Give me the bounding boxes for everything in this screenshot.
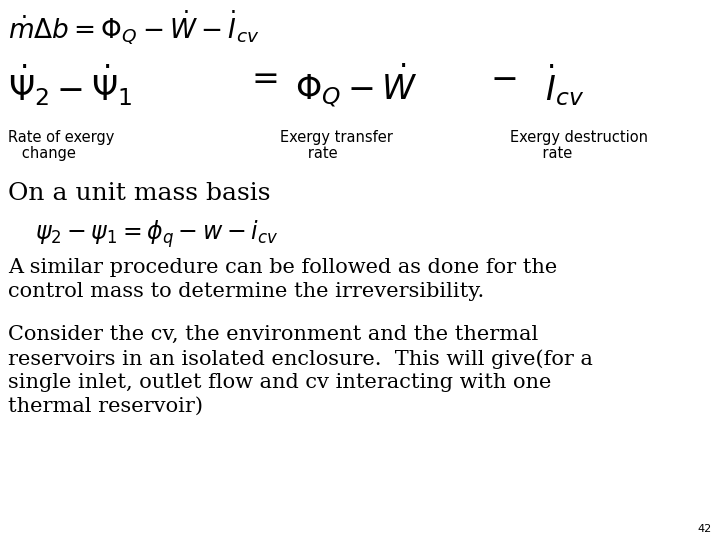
Text: $=$: $=$	[245, 62, 278, 94]
Text: $\psi_2 - \psi_1 = \phi_q - w - i_{cv}$: $\psi_2 - \psi_1 = \phi_q - w - i_{cv}$	[35, 218, 279, 249]
Text: thermal reservoir): thermal reservoir)	[8, 397, 203, 416]
Text: $\Phi_{Q} - \dot{W}$: $\Phi_{Q} - \dot{W}$	[295, 62, 418, 110]
Text: 42: 42	[698, 524, 712, 534]
Text: Exergy destruction: Exergy destruction	[510, 130, 648, 145]
Text: On a unit mass basis: On a unit mass basis	[8, 182, 271, 205]
Text: $\dot{I}_{cv}$: $\dot{I}_{cv}$	[545, 62, 584, 108]
Text: change: change	[8, 146, 76, 161]
Text: Consider the cv, the environment and the thermal: Consider the cv, the environment and the…	[8, 325, 539, 344]
Text: A similar procedure can be followed as done for the: A similar procedure can be followed as d…	[8, 258, 557, 277]
Text: $-$: $-$	[490, 62, 516, 94]
Text: $\dot{\Psi}_{2} - \dot{\Psi}_{1}$: $\dot{\Psi}_{2} - \dot{\Psi}_{1}$	[8, 62, 132, 108]
Text: $\dot{m}\Delta b = \Phi_{Q} - \dot{W} - \dot{I}_{cv}$: $\dot{m}\Delta b = \Phi_{Q} - \dot{W} - …	[8, 8, 259, 46]
Text: control mass to determine the irreversibility.: control mass to determine the irreversib…	[8, 282, 485, 301]
Text: Rate of exergy: Rate of exergy	[8, 130, 114, 145]
Text: rate: rate	[510, 146, 572, 161]
Text: rate: rate	[280, 146, 338, 161]
Text: single inlet, outlet flow and cv interacting with one: single inlet, outlet flow and cv interac…	[8, 373, 552, 392]
Text: reservoirs in an isolated enclosure.  This will give(for a: reservoirs in an isolated enclosure. Thi…	[8, 349, 593, 369]
Text: Exergy transfer: Exergy transfer	[280, 130, 393, 145]
